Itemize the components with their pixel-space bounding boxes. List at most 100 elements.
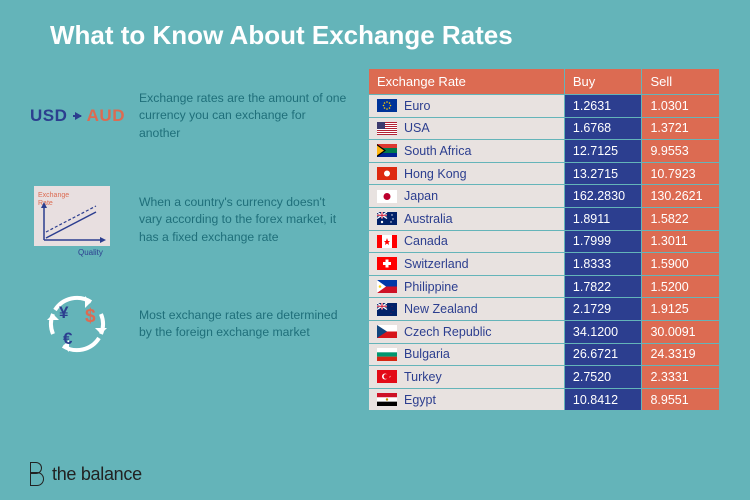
sell-cell: 1.5900 [642,253,719,275]
table-row: New Zealand2.17291.9125 [369,298,719,320]
buy-cell: 1.7822 [565,276,642,298]
country-cell: Philippine [369,276,564,298]
sell-cell: 1.5200 [642,276,719,298]
table-row: Canada 1.79991.3011 [369,231,719,253]
country-cell: Australia [369,208,564,230]
facts-column: USD AUD Exchange rates are the amount of… [30,68,350,452]
exchange-rate-table: Exchange Rate Buy Sell Euro1.26311.0301U… [368,68,720,411]
buy-cell: 13.2715 [565,163,642,185]
sell-cell: 1.3011 [642,231,719,253]
sell-cell: 8.9551 [642,389,719,411]
buy-cell: 1.7999 [565,231,642,253]
fact-2: Exchange Rate Quality When a country's c… [30,182,350,258]
tr-flag-icon [377,370,397,383]
country-name: Czech Republic [404,325,492,339]
fact-2-text: When a country's currency doesn't vary a… [139,194,350,245]
content-area: USD AUD Exchange rates are the amount of… [0,63,750,452]
table-row: Turkey 2.75202.3331 [369,366,719,388]
ph-flag-icon [377,280,397,293]
country-name: New Zealand [404,302,478,316]
svg-text:Exchange: Exchange [38,192,69,199]
usd-aud-icon: USD AUD [30,78,125,154]
buy-cell: 2.7520 [565,366,642,388]
ch-flag-icon [377,257,397,270]
country-cell: Canada [369,231,564,253]
table-row: Australia1.89111.5822 [369,208,719,230]
table-row: Hong Kong 13.271510.7923 [369,163,719,185]
country-name: Hong Kong [404,167,467,181]
sell-cell: 24.3319 [642,344,719,366]
country-cell: Euro [369,95,564,117]
country-name: Egypt [404,393,436,407]
sell-cell: 10.7923 [642,163,719,185]
header-sell: Sell [642,69,719,94]
table-header-row: Exchange Rate Buy Sell [369,69,719,94]
buy-cell: 34.1200 [565,321,642,343]
table-row: Japan162.2830130.2621 [369,185,719,207]
header-name: Exchange Rate [369,69,564,94]
country-name: Japan [404,189,438,203]
country-name: Bulgaria [404,347,450,361]
fact-3: ¥ $ € Most exchange rates are determined… [30,286,350,362]
sell-cell: 2.3331 [642,366,719,388]
page-title: What to Know About Exchange Rates [0,0,750,63]
sell-cell: 1.3721 [642,118,719,140]
country-name: Philippine [404,280,458,294]
ca-flag-icon [377,235,397,248]
buy-cell: 10.8412 [565,389,642,411]
brand-logo-icon [30,462,48,486]
buy-cell: 26.6721 [565,344,642,366]
table-row: USA 1.67681.3721 [369,118,719,140]
au-flag-icon [377,212,397,225]
country-cell: Switzerland [369,253,564,275]
country-name: South Africa [404,144,471,158]
table-row: South Africa12.71259.9553 [369,140,719,162]
eu-flag-icon [377,99,397,112]
country-name: Australia [404,212,453,226]
country-cell: Bulgaria [369,344,564,366]
usd-label: USD [30,106,67,126]
hk-flag-icon [377,167,397,180]
nz-flag-icon [377,303,397,316]
country-cell: South Africa [369,140,564,162]
fact-1-text: Exchange rates are the amount of one cur… [139,90,350,141]
chart-icon: Exchange Rate Quality [30,182,125,258]
sell-cell: 1.5822 [642,208,719,230]
buy-cell: 12.7125 [565,140,642,162]
svg-text:¥: ¥ [59,303,69,322]
header-buy: Buy [565,69,642,94]
fact-1: USD AUD Exchange rates are the amount of… [30,78,350,154]
bg-flag-icon [377,348,397,361]
country-cell: Japan [369,185,564,207]
table-row: Switzerland1.83331.5900 [369,253,719,275]
country-name: USA [404,121,430,135]
buy-cell: 1.2631 [565,95,642,117]
country-name: Euro [404,99,430,113]
svg-text:€: € [63,329,73,348]
arrow-icon [73,115,80,117]
sell-cell: 1.0301 [642,95,719,117]
table-row: Euro 1.26311.0301 [369,95,719,117]
country-cell: New Zealand [369,298,564,320]
country-name: Turkey [404,370,442,384]
table-row: Egypt 10.84128.9551 [369,389,719,411]
za-flag-icon [377,144,397,157]
us-flag-icon [377,122,397,135]
buy-cell: 1.6768 [565,118,642,140]
table-column: Exchange Rate Buy Sell Euro1.26311.0301U… [368,68,720,452]
country-cell: Hong Kong [369,163,564,185]
sell-cell: 130.2621 [642,185,719,207]
country-cell: Egypt [369,389,564,411]
brand-name: the balance [52,464,142,485]
country-cell: USA [369,118,564,140]
sell-cell: 1.9125 [642,298,719,320]
country-name: Canada [404,234,448,248]
sell-cell: 30.0091 [642,321,719,343]
country-name: Switzerland [404,257,469,271]
country-cell: Czech Republic [369,321,564,343]
country-cell: Turkey [369,366,564,388]
svg-text:Quality: Quality [78,248,103,257]
svg-text:$: $ [85,306,96,327]
footer: the balance [0,452,750,500]
eg-flag-icon [377,393,397,406]
